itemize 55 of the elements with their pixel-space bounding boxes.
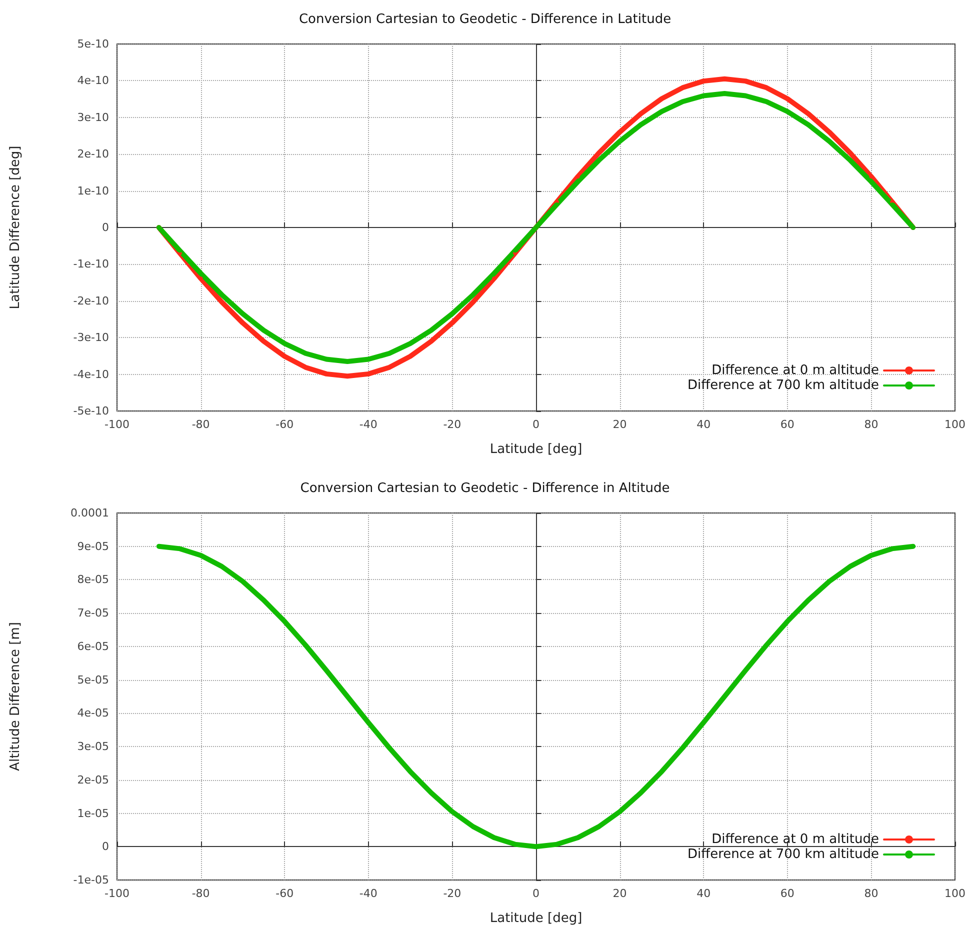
x-tick-label: 80: [864, 887, 878, 900]
y-tick-label: -3e-10: [73, 331, 109, 344]
y-tick-label: 4e-05: [77, 706, 109, 720]
y-tick-label: 8e-05: [77, 573, 109, 586]
y-tick-label: 0: [102, 221, 109, 234]
legend-label: Difference at 700 km altitude: [688, 847, 879, 862]
y-tick-label: -2e-10: [73, 294, 109, 308]
x-tick-label: 80: [864, 418, 878, 431]
x-tick-label: 40: [696, 887, 711, 900]
y-tick-label: -1e-05: [73, 874, 109, 886]
y-tick-label: 1e-05: [77, 806, 109, 820]
y-tick-label: 9e-05: [77, 540, 109, 553]
x-tick-label: -100: [104, 887, 130, 900]
x-axis-title: Latitude [deg]: [490, 442, 582, 457]
y-tick-label: 3e-10: [77, 110, 109, 124]
x-tick-label: 20: [612, 887, 627, 900]
y-tick-label: 1e-10: [77, 184, 109, 198]
x-axis-title: Latitude [deg]: [490, 911, 582, 926]
y-tick-label: -5e-10: [73, 404, 109, 418]
y-tick-label: 7e-05: [77, 606, 109, 620]
y-tick-label: 5e-05: [77, 673, 109, 686]
y-tick-label: 0.0001: [70, 506, 109, 520]
x-tick-label: -60: [276, 418, 294, 431]
x-tick-label: -100: [104, 418, 130, 431]
x-tick-label: 60: [780, 418, 794, 431]
x-tick-label: 60: [780, 887, 794, 900]
y-tick-label: -4e-10: [73, 368, 109, 381]
x-tick-label: 20: [612, 418, 627, 431]
x-tick-label: -80: [192, 887, 210, 900]
chart-title: Conversion Cartesian to Geodetic - Difference in Altitude: [300, 481, 670, 496]
y-tick-label: 6e-05: [77, 640, 109, 653]
x-tick-label: -20: [443, 887, 462, 900]
legend-label: Difference at 700 km altitude: [688, 378, 879, 393]
y-tick-label: 2e-05: [77, 773, 109, 786]
y-tick-label: 2e-10: [77, 148, 109, 161]
y-tick-label: 5e-10: [77, 38, 109, 50]
chart-title: Conversion Cartesian to Geodetic - Difference in Latitude: [298, 12, 672, 27]
legend-label: Difference at 0 m altitude: [712, 363, 879, 378]
x-tick-label: 0: [532, 418, 540, 431]
y-tick-label: -1e-10: [73, 258, 109, 271]
y-tick-label: 4e-10: [77, 74, 109, 88]
x-tick-label: -80: [192, 418, 210, 431]
legend-label: Difference at 0 m altitude: [712, 832, 879, 847]
y-tick-label: 3e-05: [77, 740, 109, 754]
y-axis-title: Altitude Difference [m]: [8, 622, 23, 771]
x-tick-label: -60: [276, 887, 294, 900]
y-axis-title: Latitude Difference [deg]: [8, 146, 23, 310]
x-tick-label: -40: [359, 418, 378, 431]
x-tick-label: 40: [696, 418, 711, 431]
x-tick-label: -40: [359, 887, 378, 900]
x-tick-label: 0: [532, 887, 540, 900]
x-tick-label: 100: [944, 418, 966, 431]
x-tick-label: 100: [944, 887, 966, 900]
y-tick-label: 0: [102, 840, 109, 854]
x-tick-label: -20: [443, 418, 462, 431]
